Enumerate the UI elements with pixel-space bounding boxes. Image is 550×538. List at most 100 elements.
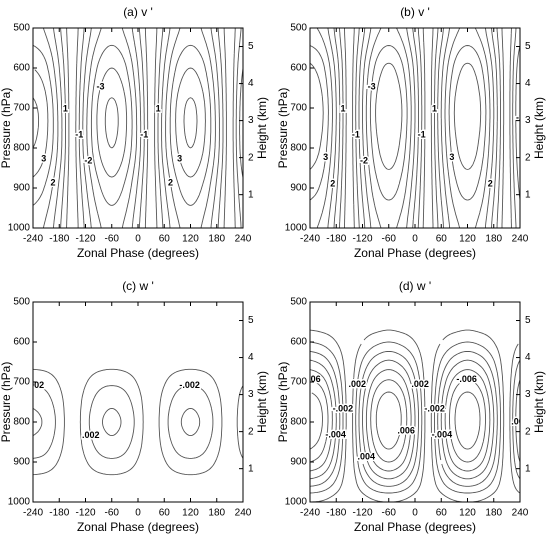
y2-axis-label: Height (km) — [532, 371, 546, 433]
contour-line — [78, 28, 242, 228]
contour-line — [79, 368, 243, 476]
y2-tick-label: 4 — [525, 78, 531, 89]
x-tick-label: 0 — [135, 234, 141, 245]
contour-line — [339, 28, 501, 228]
contour-line — [90, 44, 133, 206]
x-tick-label: 180 — [208, 508, 225, 519]
y2-tick-label: 3 — [525, 115, 531, 126]
y2-tick-label: 3 — [248, 115, 254, 126]
contour-label: .004 — [511, 416, 529, 426]
contour-label: 2 — [488, 179, 493, 189]
panel-title: (b) v ' — [400, 5, 430, 19]
contour-label: .006 — [397, 426, 415, 436]
y-tick-label: 800 — [13, 417, 30, 428]
x-tick-label: 0 — [135, 508, 141, 519]
y-tick-label: 600 — [13, 63, 30, 74]
y2-axis-label: Height (km) — [255, 97, 269, 159]
contour-label: 3 — [41, 153, 46, 163]
y-tick-label: 700 — [13, 103, 30, 114]
x-tick-label: -240 — [23, 508, 43, 519]
contour-line — [33, 368, 223, 476]
contour-line — [355, 28, 517, 228]
label-layer: -.002 -.002.002 — [33, 379, 201, 442]
contour-line — [66, 28, 227, 228]
contour-line — [310, 391, 481, 450]
contour-line — [375, 391, 402, 450]
contour-line — [102, 407, 122, 437]
y-tick-label: 500 — [13, 297, 30, 308]
y2-tick-label: 4 — [248, 78, 254, 89]
y-axis-label: Pressure (hPa) — [0, 362, 13, 443]
y-tick-label: 500 — [290, 297, 307, 308]
y2-tick-label: 2 — [525, 152, 531, 163]
x-tick-label: -120 — [352, 234, 372, 245]
contour-label: -.004 — [432, 429, 453, 439]
x-tick-label: -180 — [326, 508, 346, 519]
x-tick-label: -60 — [105, 234, 120, 245]
x-axis-label: Zonal Phase (degrees) — [77, 520, 199, 534]
x-tick-label: 120 — [182, 234, 199, 245]
x-tick-label: -120 — [352, 508, 372, 519]
contour-label: 3 — [449, 152, 454, 162]
y-tick-label: 1000 — [285, 223, 308, 234]
contour-label: -2 — [516, 113, 524, 123]
contour-label: -1 — [140, 129, 148, 139]
y2-tick-label: 4 — [525, 352, 531, 363]
contour-line — [352, 28, 512, 228]
contour-line — [104, 97, 119, 149]
contour-line — [33, 67, 206, 178]
y2-tick-label: 2 — [525, 426, 531, 437]
contour-label: -2 — [84, 155, 92, 165]
y2-tick-label: 5 — [248, 315, 254, 326]
y2-axis-label: Height (km) — [255, 371, 269, 433]
contour-line — [75, 28, 236, 228]
x-tick-label: 180 — [485, 508, 502, 519]
contour-label: -3 — [368, 81, 376, 91]
y2-axis-label: Height (km) — [532, 97, 546, 159]
x-tick-label: 240 — [512, 234, 529, 245]
plot-frame — [32, 27, 244, 229]
y-tick-label: 1000 — [8, 223, 31, 234]
contour-label: 3 — [323, 152, 328, 162]
x-tick-label: 240 — [235, 508, 252, 519]
contour-label: -.006 — [456, 374, 477, 384]
y2-tick-label: 1 — [248, 463, 254, 474]
contour-line — [375, 62, 403, 170]
panel-title: (a) v ' — [123, 5, 153, 19]
contour-line — [33, 407, 201, 437]
contour-line — [60, 28, 224, 228]
contour-label: -.002 — [333, 403, 354, 413]
y-tick-label: 600 — [290, 63, 307, 74]
contour-line — [369, 45, 408, 201]
y-tick-label: 700 — [290, 377, 307, 388]
x-tick-label: 120 — [459, 508, 476, 519]
contour-label: -1 — [75, 129, 83, 139]
x-tick-label: -60 — [382, 234, 397, 245]
x-tick-label: 60 — [436, 234, 448, 245]
x-tick-label: -240 — [300, 508, 320, 519]
y-tick-label: 900 — [290, 457, 307, 468]
contour-line — [33, 385, 214, 459]
x-tick-label: -60 — [382, 508, 397, 519]
y2-tick-label: 3 — [525, 389, 531, 400]
x-tick-label: -60 — [105, 508, 120, 519]
y2-tick-label: 1 — [525, 189, 531, 200]
y2-tick-label: 5 — [525, 41, 531, 52]
contour-label: 1 — [432, 103, 437, 113]
contour-label: 2 — [330, 179, 335, 189]
plot-frame — [32, 301, 244, 503]
contour-line — [86, 28, 138, 228]
plot-area — [310, 329, 520, 502]
contour-line — [362, 28, 520, 228]
contour-label: 2 — [50, 177, 55, 187]
y-tick-label: 800 — [290, 417, 307, 428]
plot-area — [33, 368, 243, 476]
contour-label: -2 — [360, 155, 368, 165]
panel: -3 -2 -2 -1 -1 1 1 2 2 3 3 (b) v ' -240 -180 -120 -60 0 6… — [276, 5, 546, 260]
contour-label: 1 — [341, 103, 346, 113]
y2-tick-label: 1 — [525, 463, 531, 474]
x-axis-label: Zonal Phase (degrees) — [354, 246, 476, 260]
contour-line — [316, 28, 491, 228]
contour-line — [362, 359, 520, 480]
